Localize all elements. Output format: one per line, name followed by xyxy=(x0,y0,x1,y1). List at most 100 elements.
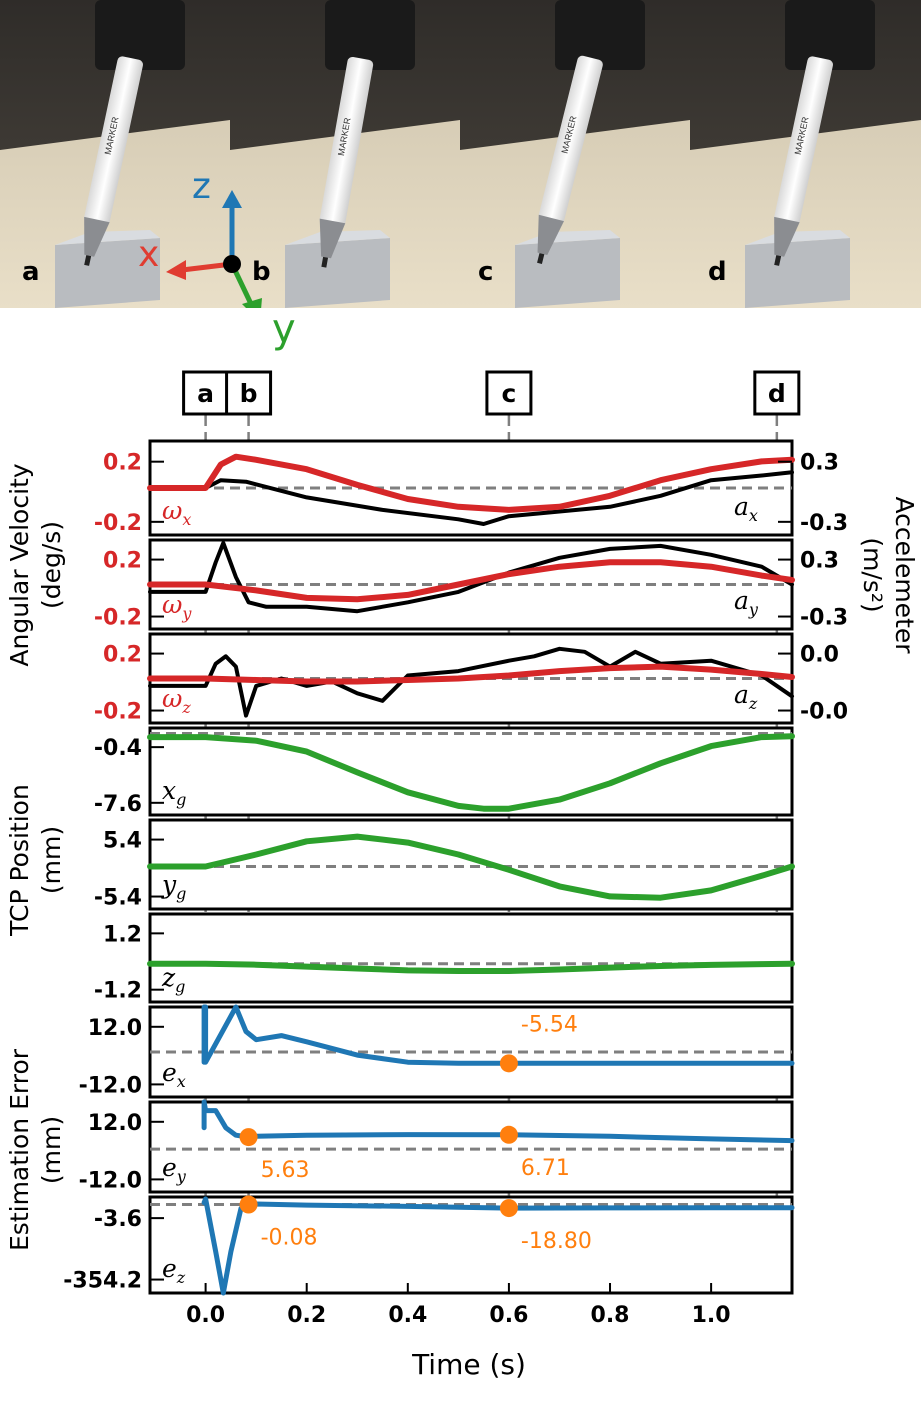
coordinate-axes-gizmo: z x xyxy=(138,166,262,308)
x-axis: 0.0 0.2 0.4 0.6 0.8 1.0 xyxy=(186,1283,731,1328)
left-tick-label: 0.2 xyxy=(103,451,142,476)
event-label-d: d xyxy=(768,379,786,408)
x-tick-label: 0.4 xyxy=(388,1303,427,1328)
left-symbol-x-err: ex xyxy=(162,1058,186,1091)
panel-y-err: 12.0 -12.0 ey 5.63 6.71 xyxy=(79,1099,795,1194)
photo-frame-a: MARKER a xyxy=(0,0,230,308)
annotation-marker xyxy=(499,1199,518,1218)
panel-z-rot: 0.2 -0.2 0.0 -0.0 ωz az xyxy=(94,632,848,725)
event-box-b xyxy=(225,370,273,416)
left-tick-label: 1.2 xyxy=(103,922,142,947)
panel-y-pos: 5.4 -5.4 yg xyxy=(94,818,795,911)
x-axis-title: Time (s) xyxy=(411,1348,526,1381)
series-y-rot-accel xyxy=(148,541,794,614)
photo-frame-c: MARKER c xyxy=(460,0,690,308)
axis-y-label: y xyxy=(272,308,296,352)
left-tick-label: 12.0 xyxy=(88,1111,142,1136)
estimation-error-unit: (mm) xyxy=(37,1116,66,1184)
right-symbol-y-rot: ay xyxy=(734,586,759,619)
left-symbol-z-err: ez xyxy=(162,1254,186,1287)
left-tick-label: 12.0 xyxy=(88,1016,142,1041)
photo-label-a: a xyxy=(22,257,40,287)
photo-strip: MARKER a MARKER b MARKER c xyxy=(0,0,921,308)
photo-label-c: c xyxy=(478,257,493,287)
left-tick-label: -0.4 xyxy=(94,736,142,761)
left-tick-label: -12.0 xyxy=(79,1073,142,1098)
left-tick-label: 0.2 xyxy=(103,643,142,668)
annotation-marker xyxy=(499,1054,518,1073)
accelerometer-unit: (m/s²) xyxy=(858,537,887,612)
panels: 0.2 -0.2 0.3 -0.3 ωx ax 0.2 -0.2 0.3 -0.3 ωy ay 0.2 -… xyxy=(63,439,848,1296)
left-tick-label: -3.6 xyxy=(94,1207,142,1232)
x-tick-label: 0.6 xyxy=(489,1303,528,1328)
panel-x-rot: 0.2 -0.2 0.3 -0.3 ωx ax xyxy=(94,439,848,537)
left-tick-label: -1.2 xyxy=(94,979,142,1004)
x-tick-label: 1.0 xyxy=(692,1303,731,1328)
annotation-marker xyxy=(239,1128,258,1147)
x-tick-label: 0.2 xyxy=(287,1303,326,1328)
panel-z-err: -3.6 -354.2 ez -0.08 -18.80 xyxy=(63,1195,795,1296)
accelerometer-title: Accelemeter xyxy=(890,496,919,654)
left-tick-label: -0.2 xyxy=(94,606,142,631)
left-symbol-z-rot: ωz xyxy=(162,684,191,717)
event-box-a xyxy=(182,370,230,416)
right-symbol-z-rot: az xyxy=(734,680,758,713)
left-tick-label: 0.2 xyxy=(103,549,142,574)
series-z-rot-gyro xyxy=(147,663,795,685)
series-x-rot-gyro xyxy=(147,453,795,513)
left-tick-label: -12.0 xyxy=(79,1168,142,1193)
annotation-marker xyxy=(239,1195,258,1214)
left-tick-label: 5.4 xyxy=(103,829,142,854)
event-label-b: b xyxy=(240,379,258,408)
left-symbol-x-pos: xg xyxy=(162,776,186,809)
event-box-d xyxy=(753,370,801,416)
series-z-pos-position xyxy=(147,960,795,974)
annotation-label: -5.54 xyxy=(521,1012,578,1037)
group-labels: Angular Velocity (deg/s) Accelemeter (m/… xyxy=(5,463,919,1251)
event-box-c xyxy=(485,370,533,416)
x-tick-label: 0.8 xyxy=(591,1303,630,1328)
left-symbol-y-rot: ωy xyxy=(162,590,192,623)
panel-frame xyxy=(148,1100,794,1194)
annotation-label: 6.71 xyxy=(521,1156,570,1181)
axis-x-label: x xyxy=(138,234,159,275)
annotation-label: -0.08 xyxy=(261,1226,318,1251)
series-x-rot-accel xyxy=(148,470,794,526)
tcp-position-unit: (mm) xyxy=(37,826,66,894)
event-label-c: c xyxy=(501,379,516,408)
tcp-position-title: TCP Position xyxy=(5,784,34,937)
left-symbol-x-rot: ωx xyxy=(162,496,191,529)
panel-y-rot: 0.2 -0.2 0.3 -0.3 ωy ay xyxy=(94,538,848,631)
axis-y-gizmo-label-group: y xyxy=(272,308,296,352)
series-z-rot-accel xyxy=(148,646,794,718)
angular-velocity-title: Angular Velocity xyxy=(5,463,34,666)
x-tick-label: 0.0 xyxy=(186,1303,225,1328)
photo-label-b: b xyxy=(252,257,271,287)
panel-x-err: 12.0 -12.0 ex -5.54 xyxy=(79,1004,795,1099)
panel-x-pos: -0.4 -7.6 xg xyxy=(94,726,795,817)
annotation-label: 5.63 xyxy=(261,1158,310,1183)
left-symbol-y-pos: yg xyxy=(161,870,186,903)
annotation-marker xyxy=(499,1125,518,1144)
panel-frame xyxy=(148,1195,794,1295)
series-y-pos-position xyxy=(147,833,795,901)
angular-velocity-unit: (deg/s) xyxy=(37,521,66,609)
estimation-error-title: Estimation Error xyxy=(5,1048,34,1251)
axis-z-label: z xyxy=(192,166,211,207)
right-tick-label: 0.3 xyxy=(800,451,839,476)
right-tick-label: -0.3 xyxy=(800,511,848,536)
series-x-pos-position xyxy=(147,733,795,812)
photo-label-d: d xyxy=(708,257,727,287)
left-tick-label: -354.2 xyxy=(63,1269,142,1294)
series-x-err-error xyxy=(201,1004,795,1066)
right-tick-label: -0.3 xyxy=(800,606,848,631)
right-tick-label: -0.0 xyxy=(800,700,848,725)
right-symbol-x-rot: ax xyxy=(734,492,758,525)
left-symbol-y-err: ey xyxy=(162,1153,187,1186)
photo-frame-b: MARKER b xyxy=(230,0,460,308)
photo-frame-d: MARKER d xyxy=(690,0,921,308)
left-tick-label: -5.4 xyxy=(94,886,142,911)
left-tick-label: -7.6 xyxy=(94,792,142,817)
left-tick-label: -0.2 xyxy=(94,511,142,536)
